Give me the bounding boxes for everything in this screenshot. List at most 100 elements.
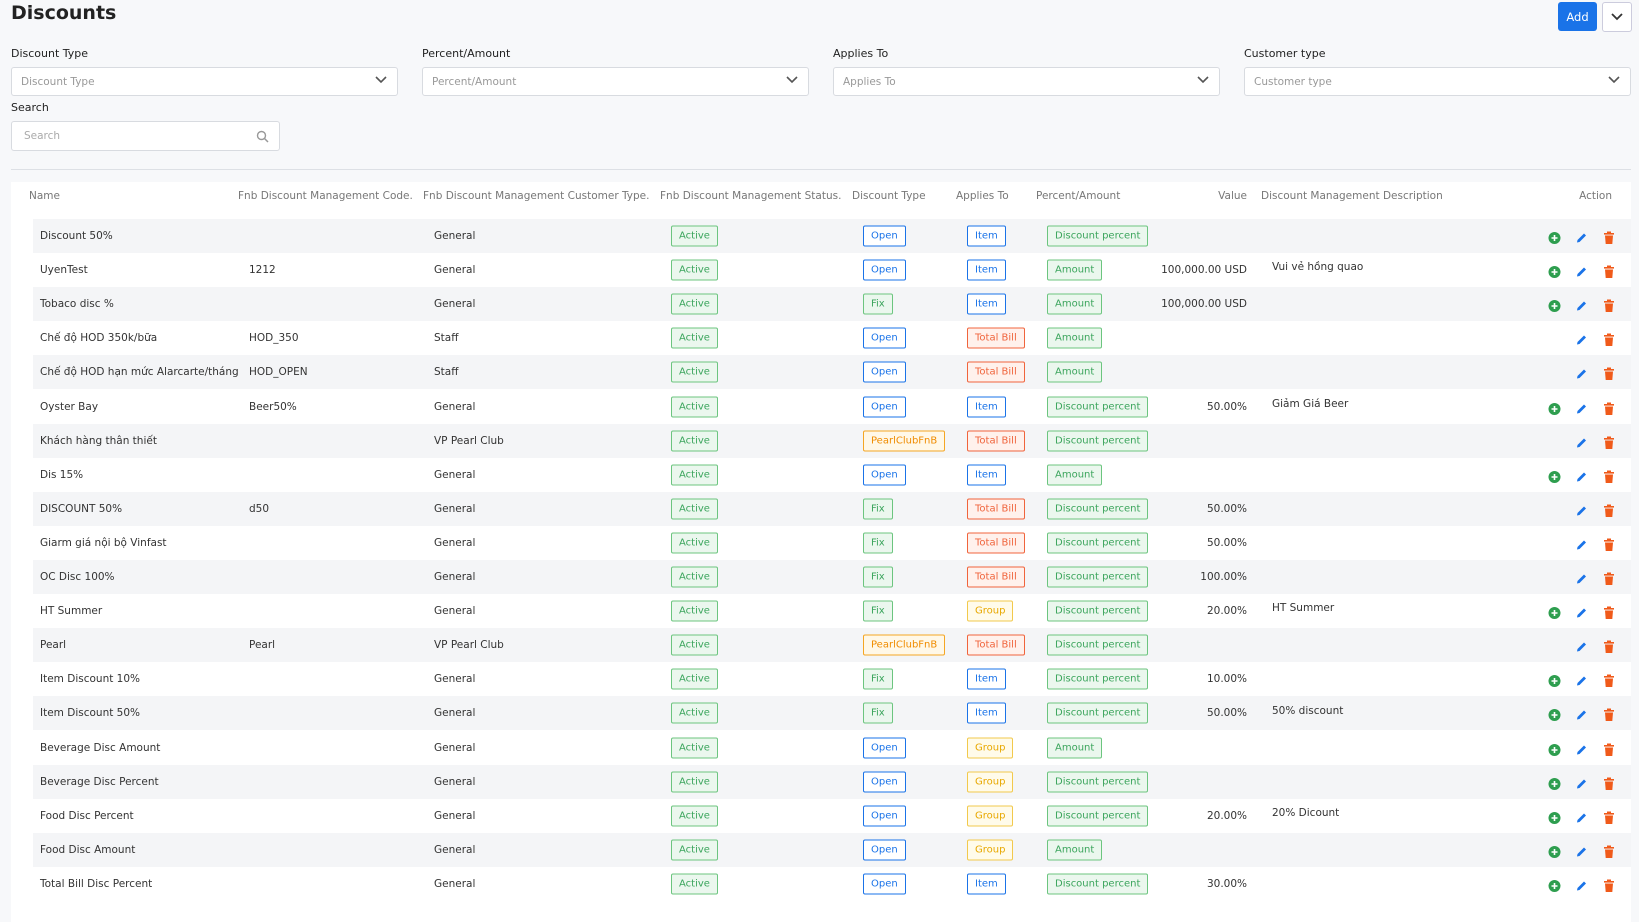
search-placeholder: Search (24, 130, 61, 142)
delete-action[interactable] (1603, 468, 1615, 483)
name-cell: Food Disc Amount (40, 843, 136, 856)
badge: Item (967, 873, 1006, 895)
edit-action[interactable] (1575, 707, 1588, 720)
badge: Amount (1047, 259, 1103, 281)
edit-action[interactable] (1575, 571, 1588, 584)
edit-action[interactable] (1575, 877, 1588, 891)
edit-action[interactable] (1575, 400, 1588, 413)
add-action[interactable] (1548, 468, 1561, 483)
delete-action[interactable] (1603, 264, 1615, 279)
filter-select[interactable]: Percent/Amount (422, 67, 809, 96)
customer-type-cell: Staff (434, 332, 459, 345)
delete-action[interactable] (1603, 843, 1615, 858)
delete-action[interactable] (1603, 741, 1615, 756)
customer-type-cell: General (434, 400, 476, 413)
column-header: Discount Type (852, 190, 926, 202)
delete-action[interactable] (1603, 639, 1615, 654)
edit-action[interactable] (1575, 502, 1588, 516)
filter-select[interactable]: Customer type (1244, 67, 1631, 96)
edit-action[interactable] (1575, 434, 1588, 448)
name-cell: Item Discount 10% (40, 673, 141, 686)
badge: Fix (863, 566, 893, 588)
delete-action[interactable] (1603, 571, 1615, 585)
badge: Active (671, 327, 718, 349)
edit-action[interactable] (1575, 264, 1588, 277)
column-header: Action (1579, 190, 1612, 202)
add-action[interactable] (1548, 605, 1561, 620)
edit-action[interactable] (1575, 230, 1588, 243)
delete-action[interactable] (1603, 775, 1615, 790)
add-action[interactable] (1548, 741, 1561, 756)
delete-action[interactable] (1603, 502, 1615, 517)
add-button[interactable]: Add (1558, 2, 1597, 31)
table-row: Beverage Disc Amount General Active Open Gro… (33, 731, 1631, 765)
add-action[interactable] (1548, 230, 1561, 244)
edit-action[interactable] (1575, 809, 1588, 823)
customer-type-cell: VP Pearl Club (434, 639, 504, 652)
edit-action[interactable] (1575, 536, 1588, 550)
delete-action[interactable] (1603, 673, 1615, 688)
code-cell: Pearl (249, 639, 276, 652)
edit-action[interactable] (1575, 605, 1588, 618)
table-row: Chế độ HOD hạn mức Alarcarte/tháng HOD_OP… (33, 355, 1631, 390)
column-header: Discount Management Description (1261, 190, 1443, 202)
edit-action[interactable] (1575, 673, 1588, 686)
edit-action[interactable] (1575, 332, 1588, 345)
delete-action[interactable] (1603, 809, 1615, 824)
edit-action[interactable] (1575, 366, 1588, 379)
badge: Open (863, 839, 906, 861)
badge: Active (671, 737, 718, 758)
name-cell: DISCOUNT 50% (40, 502, 123, 515)
delete-action[interactable] (1603, 605, 1615, 620)
badge: Active (671, 532, 718, 554)
table-row: Beverage Disc Percent General Active Open Gr… (33, 764, 1631, 799)
delete-action[interactable] (1603, 298, 1615, 313)
delete-action[interactable] (1603, 877, 1615, 892)
search-input[interactable]: Search (11, 121, 280, 151)
add-action[interactable] (1548, 673, 1561, 688)
edit-action[interactable] (1575, 843, 1588, 857)
badge: Fix (863, 498, 893, 520)
badge: Group (967, 737, 1014, 758)
badge: Discount percent (1047, 771, 1149, 793)
badge: Total Bill (967, 532, 1025, 554)
add-action[interactable] (1548, 298, 1561, 313)
add-action[interactable] (1548, 877, 1561, 892)
edit-action[interactable] (1575, 639, 1588, 652)
add-action[interactable] (1548, 843, 1561, 858)
add-action[interactable] (1548, 264, 1561, 279)
table-card: Name Fnb Discount Management Code. Fnb Dis… (11, 182, 1631, 922)
code-cell: d50 (249, 502, 270, 515)
table-row: Item Discount 50% General Active Fix Item Dis… (33, 696, 1631, 731)
add-action[interactable] (1548, 707, 1561, 722)
badge: Active (671, 430, 718, 452)
value-cell: 50.00% (1206, 502, 1247, 515)
value-cell: 100,000.00 USD (1161, 264, 1247, 277)
delete-action[interactable] (1603, 707, 1615, 722)
delete-action[interactable] (1603, 332, 1615, 347)
description-cell: 50% discount (1272, 704, 1344, 717)
delete-action[interactable] (1603, 400, 1615, 415)
add-action[interactable] (1548, 809, 1561, 824)
filter-select[interactable]: Discount Type (11, 67, 398, 96)
table-row: Total Bill Disc Percent General Active Open… (33, 867, 1631, 901)
edit-action[interactable] (1575, 298, 1588, 311)
table-row: Giarm giá nội bộ Vinfast General Active Fix… (33, 526, 1631, 560)
name-cell: Khách hàng thân thiết (40, 434, 157, 447)
badge: Fix (863, 702, 893, 724)
add-action[interactable] (1548, 400, 1561, 415)
name-cell: Tobaco disc % (40, 298, 114, 311)
edit-action[interactable] (1575, 741, 1588, 754)
delete-action[interactable] (1603, 434, 1615, 449)
edit-action[interactable] (1575, 468, 1588, 482)
edit-action[interactable] (1575, 775, 1588, 789)
delete-action[interactable] (1603, 536, 1615, 551)
customer-type-cell: General (434, 843, 476, 856)
code-cell: HOD_350 (249, 332, 299, 345)
customer-type-cell: General (434, 298, 476, 311)
add-action[interactable] (1548, 775, 1561, 790)
delete-action[interactable] (1603, 366, 1615, 381)
more-button[interactable] (1602, 2, 1632, 32)
delete-action[interactable] (1603, 230, 1615, 244)
filter-select[interactable]: Applies To (833, 67, 1220, 96)
